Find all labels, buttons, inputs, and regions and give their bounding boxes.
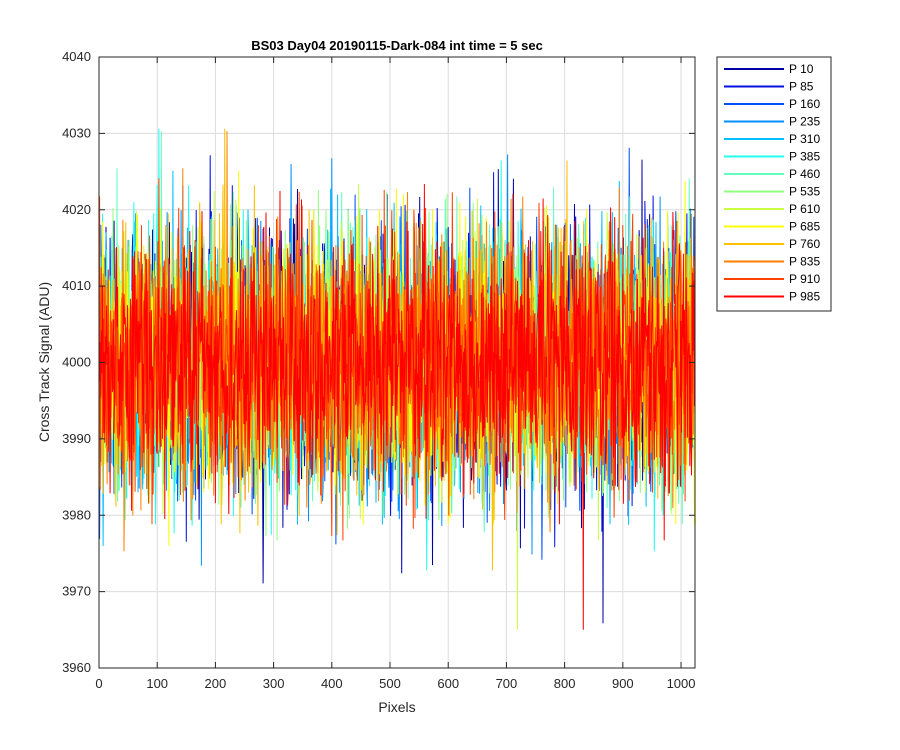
- x-tick-label: 600: [437, 676, 459, 691]
- series-layer: [99, 128, 696, 630]
- y-tick-label: 3980: [62, 507, 91, 522]
- ticks: 0 100 200 300 400 500 600 700 800 900 1000 3960 3970…: [62, 49, 695, 691]
- legend-entry: P 160: [789, 97, 820, 111]
- x-tick-label: 500: [379, 676, 401, 691]
- x-tick-label: 700: [496, 676, 518, 691]
- y-tick-label: 4040: [62, 49, 91, 64]
- legend-box: [716, 56, 832, 312]
- legend-entry: P 235: [789, 115, 820, 129]
- legend-entry: P 760: [789, 237, 820, 251]
- legend-entry: P 985: [789, 290, 820, 304]
- x-tick-label: 1000: [667, 676, 696, 691]
- chart-title: BS03 Day04 20190115-Dark-084 int time = …: [251, 38, 543, 53]
- legend-entry: P 610: [789, 202, 820, 216]
- y-tick-label: 3990: [62, 431, 91, 446]
- legend-entry: P 10: [789, 62, 814, 76]
- legend-entry: P 85: [789, 80, 814, 94]
- y-tick-label: 3970: [62, 584, 91, 599]
- y-tick-label: 4030: [62, 125, 91, 140]
- y-tick-label: 3960: [62, 660, 91, 675]
- legend-entry: P 685: [789, 220, 820, 234]
- x-axis-title: Pixels: [378, 699, 415, 715]
- legend-entry: P 910: [789, 272, 820, 286]
- x-tick-label: 800: [554, 676, 576, 691]
- y-tick-label: 4000: [62, 355, 91, 370]
- legend-entry: P 460: [789, 167, 820, 181]
- x-tick-label: 300: [263, 676, 285, 691]
- x-tick-label: 0: [95, 676, 102, 691]
- y-tick-label: 4020: [62, 202, 91, 217]
- legend-entry: P 385: [789, 150, 820, 164]
- x-tick-label: 100: [146, 676, 168, 691]
- x-tick-label: 400: [321, 676, 343, 691]
- legend: P 10 P 85 P 160 P 235 P 310 P 385 P 460 P 535 P …: [716, 56, 832, 312]
- x-tick-label: 200: [205, 676, 227, 691]
- legend-entry: P 835: [789, 255, 820, 269]
- y-axis-title: Cross Track Signal (ADU): [36, 282, 52, 442]
- legend-entry: P 535: [789, 185, 820, 199]
- x-tick-label: 900: [612, 676, 634, 691]
- legend-entry: P 310: [789, 132, 820, 146]
- y-tick-label: 4010: [62, 278, 91, 293]
- series-line-p-985: [99, 183, 696, 630]
